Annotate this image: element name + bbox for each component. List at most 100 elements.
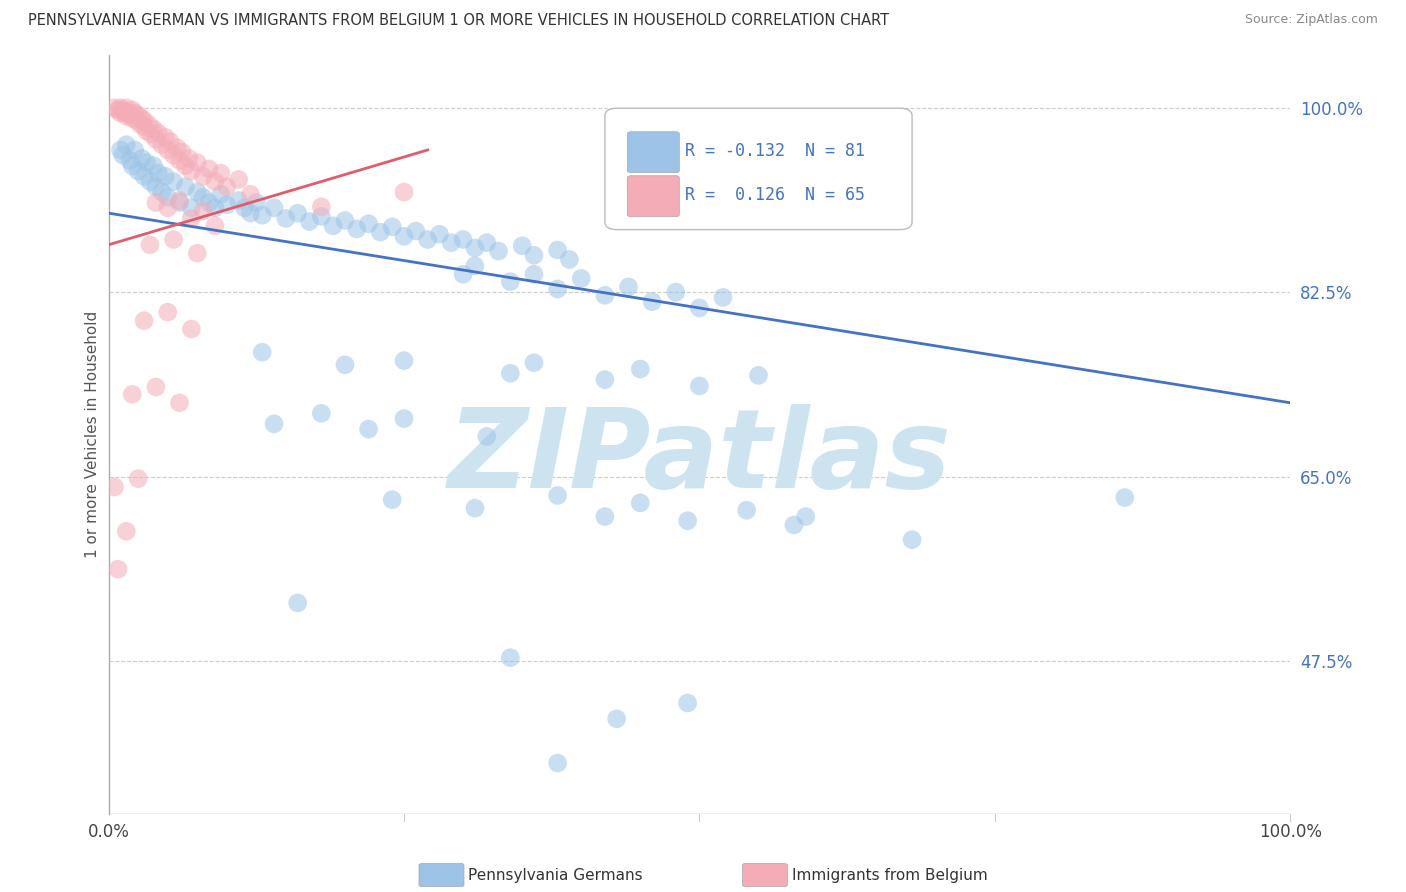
Point	[617, 280, 640, 294]
Point	[783, 518, 806, 533]
Point	[180, 201, 202, 215]
Point	[139, 175, 162, 189]
Point	[252, 208, 274, 222]
Point	[346, 222, 368, 236]
Point	[125, 113, 148, 128]
Point	[117, 105, 139, 120]
Point	[107, 103, 129, 117]
Point	[239, 206, 262, 220]
Point	[263, 417, 285, 431]
Point	[145, 195, 167, 210]
Point	[381, 219, 404, 234]
Point	[451, 267, 474, 281]
Text: Source: ZipAtlas.com: Source: ZipAtlas.com	[1244, 13, 1378, 27]
Point	[333, 358, 356, 372]
Point	[118, 108, 141, 122]
Point	[170, 145, 193, 159]
Point	[311, 210, 333, 224]
Text: Pennsylvania Germans: Pennsylvania Germans	[468, 868, 643, 882]
Point	[392, 353, 415, 368]
Point	[180, 164, 202, 178]
Point	[416, 232, 439, 246]
Point	[499, 275, 522, 289]
Point	[311, 406, 333, 420]
Point	[131, 152, 153, 166]
Point	[499, 366, 522, 380]
Point	[464, 241, 486, 255]
Point	[145, 179, 167, 194]
Point	[711, 290, 734, 304]
Point	[322, 219, 344, 233]
Point	[127, 108, 149, 122]
Point	[166, 141, 188, 155]
Point	[169, 195, 191, 210]
Point	[169, 396, 191, 410]
Point	[150, 185, 173, 199]
Point	[287, 206, 309, 220]
Point	[121, 103, 143, 117]
Point	[115, 101, 138, 115]
Point	[135, 124, 157, 138]
Point	[155, 130, 177, 145]
Point	[593, 509, 616, 524]
Point	[127, 164, 149, 178]
Point	[132, 169, 155, 184]
Point	[162, 175, 184, 189]
Point	[180, 322, 202, 336]
Point	[204, 219, 226, 233]
Point	[547, 488, 569, 502]
Point	[523, 267, 546, 281]
Point	[121, 159, 143, 173]
Point	[510, 239, 533, 253]
Point	[628, 362, 651, 376]
Point	[558, 252, 581, 267]
Text: PENNSYLVANIA GERMAN VS IMMIGRANTS FROM BELGIUM 1 OR MORE VEHICLES IN HOUSEHOLD C: PENNSYLVANIA GERMAN VS IMMIGRANTS FROM B…	[28, 13, 889, 29]
Point	[245, 195, 267, 210]
Point	[191, 190, 214, 204]
Point	[115, 137, 138, 152]
Point	[311, 200, 333, 214]
Point	[547, 756, 569, 770]
Point	[628, 496, 651, 510]
Point	[523, 356, 546, 370]
Point	[145, 132, 167, 146]
Point	[111, 103, 134, 117]
Point	[132, 313, 155, 327]
Point	[132, 113, 155, 128]
Point	[110, 143, 132, 157]
Point	[688, 379, 710, 393]
Point	[392, 185, 415, 199]
Point	[191, 169, 214, 184]
Point	[287, 596, 309, 610]
Point	[128, 117, 150, 131]
Point	[156, 143, 179, 157]
Point	[115, 109, 138, 123]
Point	[131, 112, 153, 126]
Point	[641, 294, 664, 309]
Point	[464, 259, 486, 273]
Point	[132, 120, 155, 134]
Point	[169, 194, 191, 208]
Point	[547, 243, 569, 257]
Point	[156, 201, 179, 215]
Point	[110, 106, 132, 120]
Point	[111, 148, 134, 162]
Point	[475, 429, 498, 443]
Point	[381, 492, 404, 507]
Point	[209, 187, 232, 202]
Point	[429, 227, 451, 242]
Point	[357, 422, 380, 436]
Point	[148, 126, 170, 140]
Point	[186, 185, 208, 199]
Point	[174, 179, 197, 194]
Point	[665, 285, 688, 300]
Point	[451, 232, 474, 246]
Point	[191, 204, 214, 219]
Point	[198, 161, 221, 176]
Point	[523, 248, 546, 262]
Point	[688, 301, 710, 315]
Point	[156, 190, 179, 204]
Point	[357, 217, 380, 231]
Point	[464, 501, 486, 516]
Point	[794, 509, 817, 524]
